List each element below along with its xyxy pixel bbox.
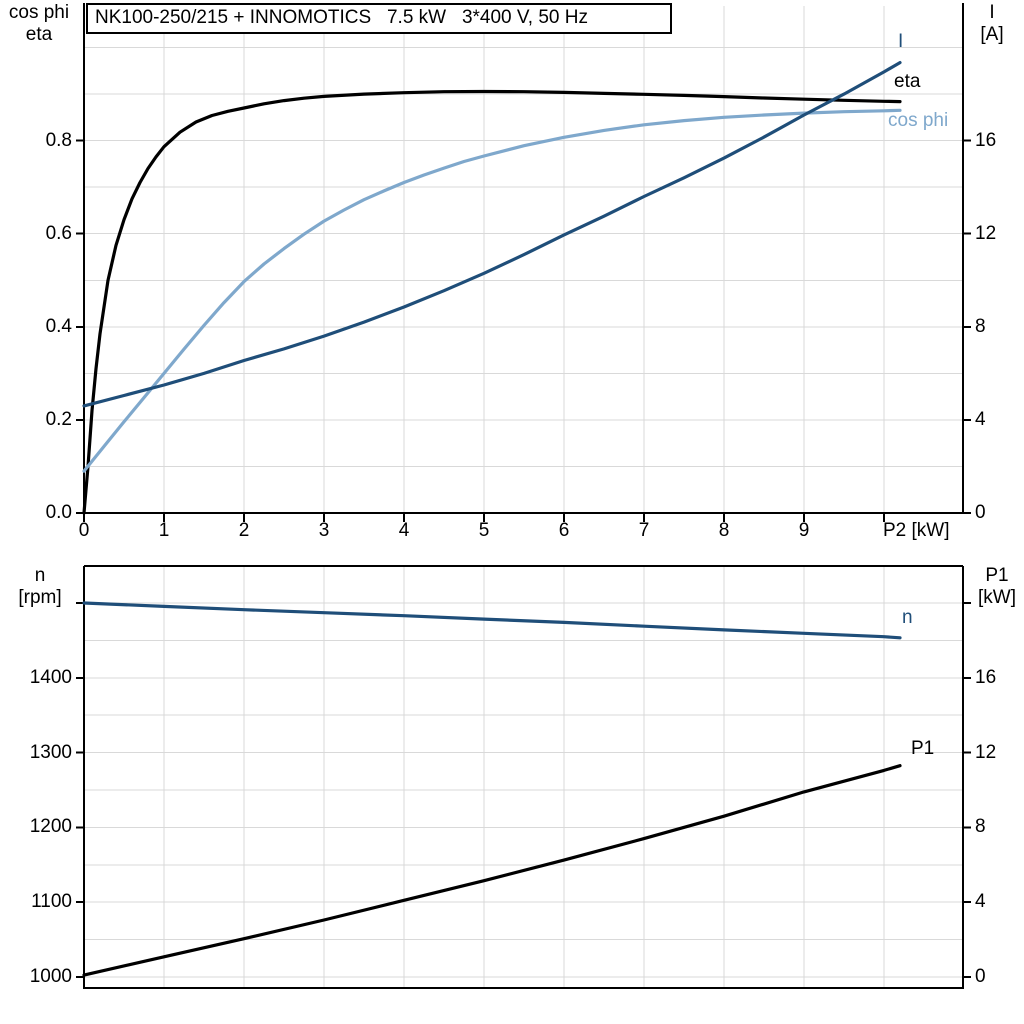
series-label-eta: eta	[894, 71, 921, 92]
top-left-tick-label: 0.4	[45, 315, 72, 337]
x-axis-label-p2: P2 [kW]	[883, 520, 950, 541]
bottom-right-tick-label: 0	[975, 966, 986, 987]
curve-P1	[82, 764, 902, 977]
chart-title-box: NK100-250/215 + INNOMOTICS 7.5 kW 3*400 …	[86, 3, 672, 34]
curve-n	[82, 601, 902, 640]
axis-label-speed-unit: [rpm]	[18, 587, 62, 608]
top-x-tick-label: 9	[798, 520, 810, 541]
bottom-left-tick-label: 1000	[29, 966, 72, 987]
bottom-left-tick-label: 1100	[31, 891, 72, 913]
top-right-tick-label: 8	[975, 315, 986, 337]
bottom-right-axis-label: P1 [kW]	[970, 565, 1024, 609]
bottom-right-tick-label: 16	[975, 666, 997, 688]
bottom-right-tick-label: 12	[975, 741, 997, 763]
top-left-tick-label: 0.2	[45, 408, 72, 430]
top-left-tick-label: 0.6	[45, 222, 72, 244]
top-right-tick-label: 12	[975, 222, 997, 244]
top-left-tick-label: 0.0	[45, 502, 72, 523]
series-label-cos-phi: cos phi	[888, 110, 949, 131]
top-right-tick-label: 0	[975, 502, 986, 523]
bottom-left-axis-label: n [rpm]	[2, 565, 78, 609]
top-x-tick-label: 7	[638, 520, 650, 541]
top-right-tick-label: 16	[975, 129, 997, 151]
top-left-axis-label: cos phi eta	[2, 2, 76, 46]
axis-label-current: I	[989, 2, 995, 23]
axis-label-speed: n	[34, 565, 46, 586]
top-x-tick-label: 8	[718, 520, 730, 541]
top-x-tick-label: 3	[318, 520, 330, 541]
axis-label-cos-phi: cos phi	[8, 2, 70, 23]
series-label-I: I	[898, 31, 904, 52]
top-right-axis-label: I [A]	[966, 2, 1018, 46]
top-x-tick-label: 1	[158, 520, 170, 541]
bottom-left-tick-label: 1300	[29, 741, 72, 763]
top-x-tick-label: 4	[398, 520, 410, 541]
top-left-tick-label: 0.8	[45, 129, 72, 151]
bottom-right-tick-label: 8	[975, 816, 986, 838]
series-label-P1: P1	[911, 738, 935, 759]
series-label-n: n	[902, 607, 913, 628]
curve-I	[82, 60, 902, 408]
axis-label-p1: P1	[985, 565, 1009, 586]
bottom-left-tick-label: 1400	[29, 666, 72, 688]
top-right-tick-label: 4	[975, 408, 986, 430]
bottom-right-tick-label: 4	[975, 891, 986, 913]
top-x-tick-label: 6	[558, 520, 570, 541]
bottom-left-tick-label: 1200	[29, 816, 72, 838]
top-x-tick-label: 5	[478, 520, 490, 541]
top-x-tick-label: 0	[78, 520, 90, 541]
axis-label-current-unit: [A]	[980, 24, 1004, 45]
axis-label-eta: eta	[25, 24, 53, 45]
curve-cos-phi	[82, 108, 902, 473]
axis-label-p1-unit: [kW]	[978, 587, 1016, 608]
top-x-tick-label: 2	[238, 520, 250, 541]
curve-eta	[82, 89, 902, 515]
